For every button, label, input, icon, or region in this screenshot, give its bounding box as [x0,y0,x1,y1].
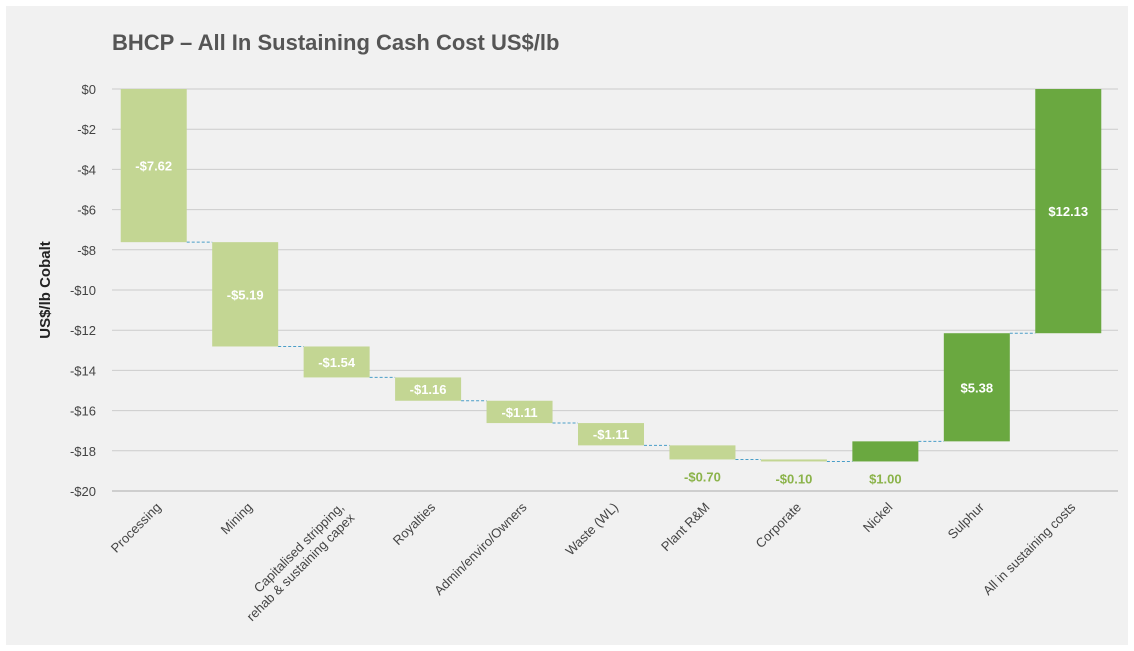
waterfall-bar [943,333,1010,442]
data-label: -$1.16 [410,382,447,397]
x-tick-label: Plant R&M [658,500,713,555]
x-tick-line: Sulphur [945,499,988,542]
data-label: -$0.10 [775,471,812,486]
waterfall-bar [760,459,827,462]
x-tick-label: Corporate [753,500,804,551]
waterfall-bar [852,441,919,462]
x-tick-line: Capitalised stripping, [251,500,347,596]
data-label: $5.38 [961,380,994,395]
waterfall-bar [486,400,553,424]
x-tick-label: Capitalised stripping,rehab & sustaining… [233,499,358,624]
waterfall-bar [669,445,736,460]
x-tick-label: Waste (WL) [562,500,621,559]
x-tick-line: Royalties [390,499,439,548]
x-tick-line: Plant R&M [658,500,713,555]
x-tick-line: Admin/enviro/Owners [431,499,530,598]
x-tick-label: Processing [108,500,164,556]
connectors [186,241,1036,462]
data-label: -$1.11 [593,427,629,442]
y-tick-label: -$20 [70,484,96,499]
x-tick-line: Waste (WL) [562,500,621,559]
y-axis: $0 -$2 -$4 -$6 -$8 -$10 -$12 -$14 -$16 -$18 -$20 [70,82,96,499]
y-tick-label: -$2 [77,122,96,137]
data-label: -$7.62 [135,159,172,174]
y-axis-label: US$/lb Cobalt [37,241,54,339]
data-label: -$0.70 [684,469,721,484]
y-tick-label: -$8 [77,243,96,258]
data-label: -$1.11 [501,405,537,420]
waterfall-bar [578,423,644,446]
waterfall-bar [120,89,187,243]
y-tick-label: -$16 [70,404,96,419]
x-tick-label: Sulphur [945,499,988,542]
data-label: $1.00 [869,471,902,486]
waterfall-bar [1035,89,1102,334]
y-tick-label: -$18 [70,444,96,459]
x-tick-label: Admin/enviro/Owners [431,499,530,598]
x-tick-label: Mining [218,500,256,538]
y-tick-label: -$14 [70,363,96,378]
x-tick-line: Processing [108,500,164,556]
y-tick-label: -$10 [70,283,96,298]
x-tick-line: Corporate [753,500,804,551]
y-tick-label: -$12 [70,323,96,338]
x-tick-line: rehab & sustaining capex [244,510,358,624]
chart-frame [6,6,1128,645]
y-tick-label: -$6 [77,203,96,218]
waterfall-bar [212,242,279,347]
data-label: -$1.54 [318,355,356,370]
y-tick-label: $0 [82,82,96,97]
waterfall-bar [303,346,370,378]
x-tick-label: Nickel [860,499,896,535]
x-tick-label: All in sustaining costs [980,499,1079,598]
data-labels: -$7.62 -$5.19 -$1.54 -$1.16 -$1.11 -$1.11 -$0.… [135,159,1088,487]
chart-title: BHCP – All In Sustaining Cash Cost US$/l… [112,30,560,55]
bars [120,89,1102,462]
x-tick-label: Royalties [390,499,439,548]
data-label: $12.13 [1048,204,1088,219]
x-tick-line: Nickel [860,499,896,535]
x-tick-line: Mining [218,500,256,538]
x-tick-line: All in sustaining costs [980,499,1079,598]
waterfall-bar [395,377,462,401]
data-label: -$5.19 [227,287,264,302]
y-tick-label: -$4 [77,162,96,177]
